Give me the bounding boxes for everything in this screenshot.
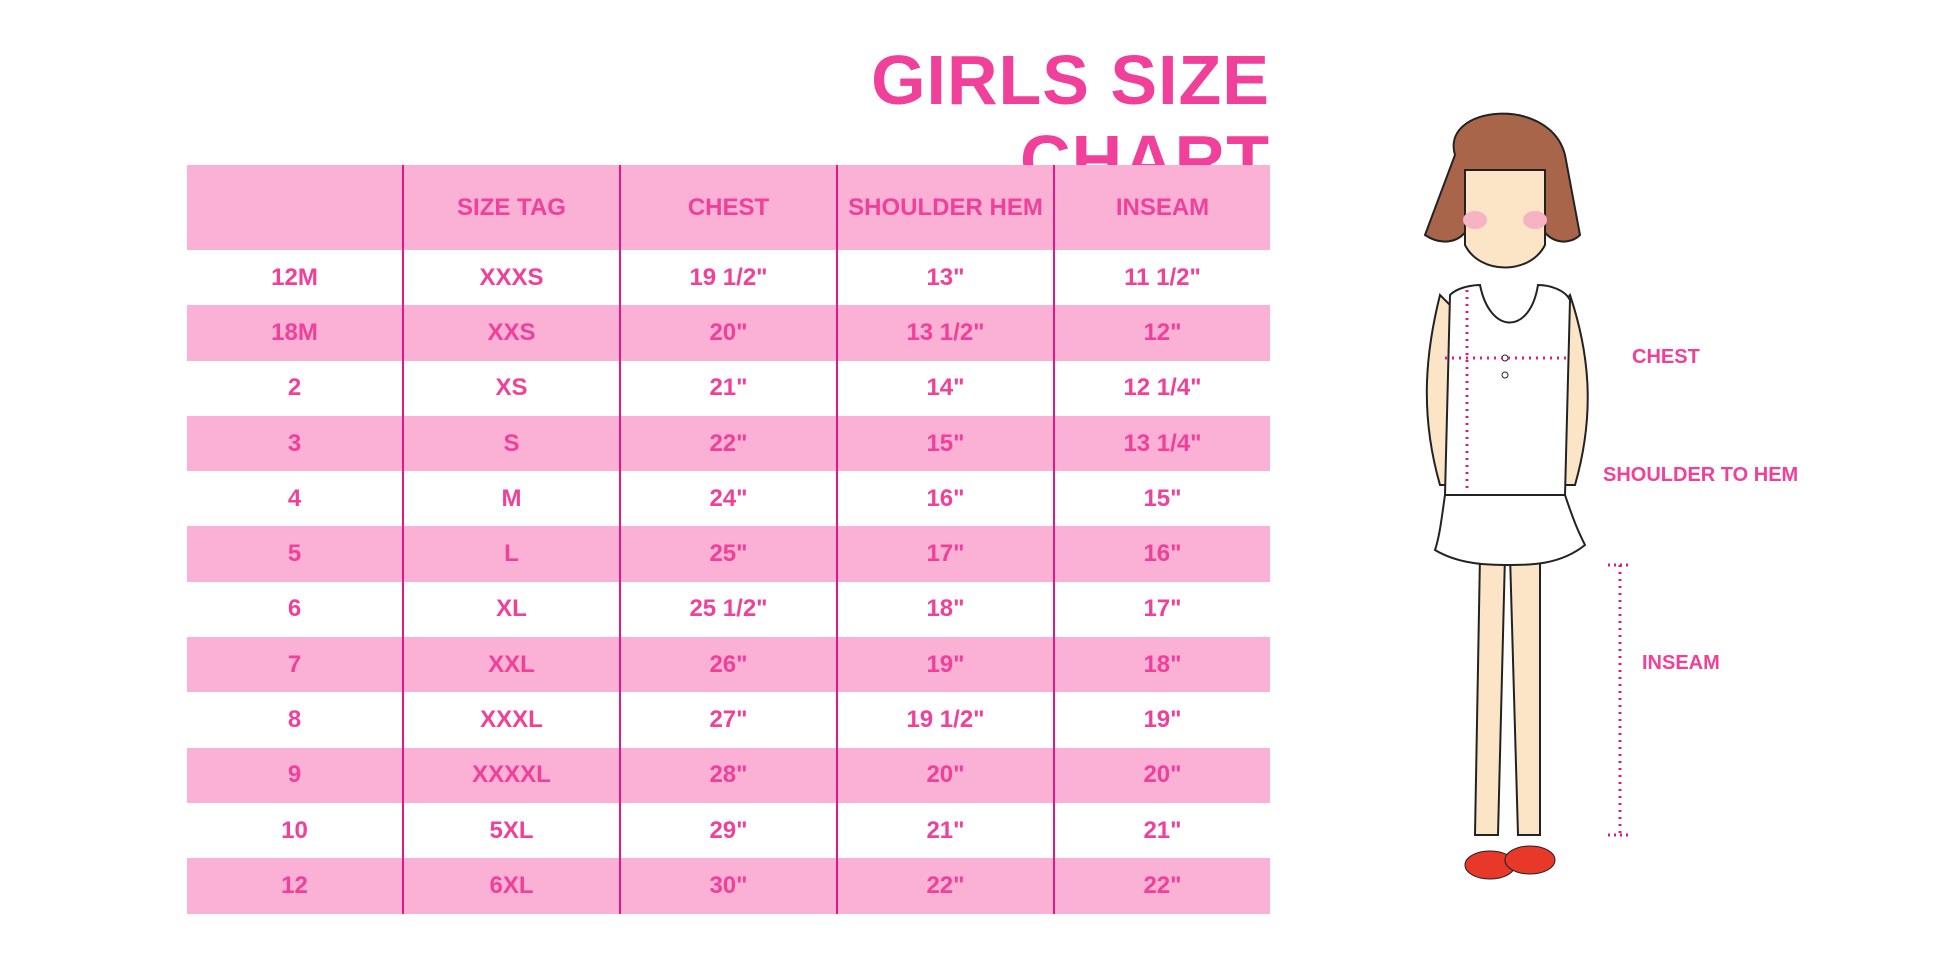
shoe-right — [1504, 845, 1556, 875]
table-row: 10 5XL 29" 21" 21" — [187, 802, 1270, 859]
table-cell: 21" — [619, 360, 837, 416]
table-row: 5 L 25" 17" 16" — [187, 526, 1270, 582]
table-row: 3 S 22" 15" 13 1/4" — [187, 415, 1270, 472]
column-header: SIZE TAG — [402, 165, 620, 250]
table-cell: 27" — [619, 692, 837, 748]
table-cell: 13" — [836, 250, 1054, 306]
table-cell: 18" — [836, 581, 1054, 638]
table-row: 4 M 24" 16" 15" — [187, 471, 1270, 527]
table-cell: XXXL — [402, 692, 620, 748]
table-cell: 26" — [619, 637, 837, 693]
table-cell: 6 — [287, 595, 302, 623]
inseam-label: INSEAM — [1642, 652, 1720, 674]
table-cell: 15" — [836, 415, 1054, 472]
top — [1443, 283, 1572, 496]
table-cell: 16" — [1053, 526, 1270, 582]
table-cell: 20" — [836, 747, 1054, 803]
table-cell: 19 1/2" — [836, 692, 1054, 748]
table-cell: XXL — [402, 637, 620, 693]
table-cell: 10 — [281, 816, 308, 844]
table-cell: 12 1/4" — [1053, 360, 1270, 416]
column-header: SHOULDER HEM — [836, 165, 1054, 250]
table-cell: 5XL — [402, 802, 620, 859]
table-row: 12 6XL 30" 22" 22" — [187, 858, 1270, 914]
face — [1464, 169, 1546, 269]
table-cell: XXS — [402, 305, 620, 361]
table-cell: 12 — [187, 858, 403, 914]
table-cell: 17" — [1053, 581, 1270, 638]
table-header-row: SIZE TAG CHEST SHOULDER HEM INSEAM — [187, 165, 1270, 250]
table-cell: 7 — [187, 637, 403, 693]
table-cell: 19" — [836, 637, 1054, 693]
bloomers — [1433, 494, 1587, 566]
table-cell: XXXS — [402, 250, 620, 306]
table-cell: 13 1/4" — [1053, 415, 1270, 472]
page-title: GIRLS SIZE CHART — [871, 41, 1270, 199]
table-cell: XS — [402, 360, 620, 416]
table-cell: 9 — [187, 747, 403, 803]
size-table: SIZE TAG CHEST SHOULDER HEM INSEAM 12M XXXS 1… — [187, 165, 1270, 914]
table-row: 18M XXS 20" 13 1/2" 12" — [187, 305, 1270, 361]
table-cell: 6XL — [402, 858, 620, 914]
column-header: CHEST — [619, 165, 837, 250]
table-cell: 19 1/2" — [619, 250, 837, 306]
table-row: 9 XXXXL 28" 20" 20" — [187, 747, 1270, 803]
table-cell: M — [402, 471, 620, 527]
table-row: 2 XS 21" 14" 12 1/4" — [187, 360, 1270, 416]
chest-label: CHEST — [1632, 346, 1700, 368]
table-row: 8 XXXL 27" 19 1/2" 19" — [187, 692, 1270, 748]
table-cell: 2 — [287, 374, 302, 402]
table-cell: 29" — [619, 802, 837, 859]
table-row: 7 XXL 26" 19" 18" — [187, 637, 1270, 693]
table-cell: 24" — [619, 471, 837, 527]
table-cell: 12" — [1053, 305, 1270, 361]
table-cell: 25" — [619, 526, 837, 582]
table-cell: S — [402, 415, 620, 472]
table-cell: 5 — [187, 526, 403, 582]
table-cell: 15" — [1053, 471, 1270, 527]
column-header — [187, 165, 403, 250]
table-cell: 22" — [1053, 858, 1270, 914]
table-cell: 18" — [1053, 637, 1270, 693]
table-cell: 22" — [619, 415, 837, 472]
table-row: 6 XL 25 1/2" 18" 17" — [187, 581, 1270, 638]
table-cell: 21" — [836, 802, 1054, 859]
table-cell: 3 — [187, 415, 403, 472]
shoulder-to-hem-label: SHOULDER TO HEM — [1603, 464, 1799, 486]
table-cell: 28" — [619, 747, 837, 803]
table-cell: 16" — [836, 471, 1054, 527]
table-row: 12M XXXS 19 1/2" 13" 11 1/2" — [187, 250, 1270, 306]
table-cell: 19" — [1053, 692, 1270, 748]
table-cell: 12M — [271, 263, 318, 291]
table-cell: 21" — [1053, 802, 1270, 859]
table-cell: 13 1/2" — [836, 305, 1054, 361]
table-cell: 8 — [287, 706, 302, 734]
table-cell: 17" — [836, 526, 1054, 582]
table-cell: 30" — [619, 858, 837, 914]
table-cell: XL — [402, 581, 620, 638]
column-header: INSEAM — [1053, 165, 1270, 250]
table-cell: 14" — [836, 360, 1054, 416]
table-cell: 25 1/2" — [619, 581, 837, 638]
table-cell: 11 1/2" — [1053, 250, 1270, 306]
girl-figure-illustration — [1423, 112, 1628, 880]
table-cell: 20" — [1053, 747, 1270, 803]
table-cell: 4 — [287, 484, 302, 512]
table-cell: XXXXL — [402, 747, 620, 803]
table-cell: 18M — [187, 305, 403, 361]
table-cell: L — [402, 526, 620, 582]
table-cell: 22" — [836, 858, 1054, 914]
table-cell: 20" — [619, 305, 837, 361]
